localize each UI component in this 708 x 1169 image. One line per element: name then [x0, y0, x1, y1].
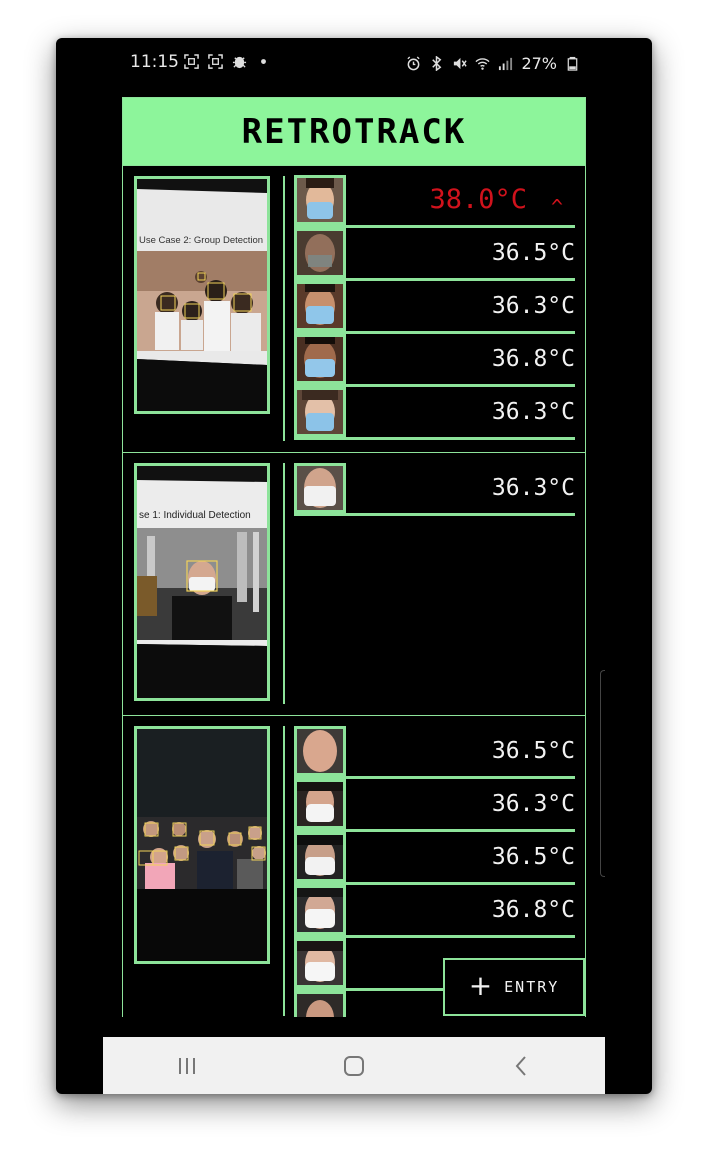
row-underline — [294, 988, 575, 991]
face-thumbnail — [294, 885, 346, 935]
snapshot-image[interactable]: Use Case 2: Group Detection — [134, 176, 270, 414]
snapshot-image[interactable] — [134, 726, 270, 964]
snapshot-image[interactable]: se 1: Individual Detection — [134, 463, 270, 701]
mute-icon — [454, 57, 468, 70]
snapshot-caption: Use Case 2: Group Detection — [139, 235, 263, 246]
row-underline — [294, 829, 575, 832]
dot-icon — [261, 59, 266, 64]
bug-icon — [232, 56, 247, 69]
row-underline — [294, 776, 575, 779]
face-thumbnail — [294, 334, 346, 384]
detection-entry[interactable]: 36.5°C 36.3°C 36.5°C — [123, 716, 585, 1017]
back-button[interactable] — [501, 1046, 541, 1086]
temperature-reading: 36.5°C — [491, 844, 575, 870]
entry-divider — [283, 463, 285, 704]
temperature-reading: 36.3°C — [491, 399, 575, 425]
detection-entry[interactable]: se 1: Individual Detection — [123, 453, 585, 716]
row-underline — [294, 882, 575, 885]
face-thumbnail — [294, 463, 346, 513]
temperature-reading: 36.8°C — [491, 346, 575, 372]
row-underline — [294, 935, 575, 938]
row-underline — [294, 278, 575, 281]
home-button[interactable] — [334, 1046, 374, 1086]
face-thumbnail — [294, 175, 346, 225]
reading-row[interactable]: 36.5°C — [294, 726, 575, 779]
temperature-reading: 36.3°C — [491, 293, 575, 319]
entry-divider — [283, 726, 285, 1016]
status-time: 11:15 — [130, 52, 179, 72]
face-thumbnail — [294, 281, 346, 331]
temperature-reading-alert: 38.0°C — [429, 184, 527, 215]
reading-row[interactable]: 36.3°C — [294, 281, 575, 334]
phone-frame: 11:15 27% RETROTRACK — [56, 38, 652, 1094]
screenshot-icon — [208, 54, 223, 69]
signal-icon — [499, 57, 513, 71]
app-title: RETROTRACK — [241, 111, 467, 152]
fever-indicator-icon: ^ — [550, 195, 563, 219]
recents-icon — [178, 1057, 195, 1074]
row-underline — [294, 384, 575, 387]
reading-row[interactable]: 36.3°C — [294, 463, 575, 516]
recents-button[interactable] — [167, 1046, 207, 1086]
reading-row[interactable]: 36.5°C — [294, 832, 575, 885]
home-icon — [343, 1055, 364, 1076]
entry-divider — [283, 176, 285, 441]
wifi-icon — [475, 58, 490, 70]
face-thumbnail — [294, 832, 346, 882]
system-nav-bar — [103, 1037, 605, 1094]
row-underline — [294, 225, 575, 228]
snapshot-caption: se 1: Individual Detection — [139, 510, 251, 521]
edge-panel-handle[interactable] — [600, 670, 605, 877]
plus-icon: + — [468, 968, 493, 1002]
temperature-reading: 36.5°C — [491, 738, 575, 764]
row-underline — [294, 513, 575, 516]
face-thumbnail — [294, 938, 346, 988]
temperature-reading: 36.3°C — [491, 475, 575, 501]
face-thumbnail — [294, 387, 346, 437]
reading-row[interactable] — [294, 991, 575, 1017]
reading-row[interactable]: 36.3°C — [294, 387, 575, 440]
reading-row[interactable]: 36.8°C — [294, 334, 575, 387]
reading-row[interactable]: 36.5°C — [294, 228, 575, 281]
add-entry-label: ENTRY — [504, 978, 560, 996]
bluetooth-icon — [432, 56, 442, 71]
detection-entry[interactable]: Use Case 2: Group Detection — [123, 166, 585, 453]
back-icon — [515, 1055, 527, 1076]
row-underline — [294, 331, 575, 334]
app-container: RETROTRACK Use Case 2: Group Detection — [122, 97, 586, 1017]
app-header: RETROTRACK — [122, 97, 586, 166]
reading-row[interactable]: 38.0°C ^ — [294, 175, 575, 228]
alarm-icon — [407, 56, 421, 71]
add-entry-button[interactable]: + ENTRY — [443, 958, 585, 1016]
temperature-reading: 36.8°C — [491, 897, 575, 923]
battery-percentage: 27% — [521, 54, 557, 73]
face-thumbnail — [294, 726, 346, 776]
entry-feed[interactable]: Use Case 2: Group Detection — [122, 166, 586, 1017]
status-bar: 11:15 27% — [56, 38, 652, 84]
battery-icon — [567, 56, 578, 71]
temperature-reading: 36.3°C — [491, 791, 575, 817]
reading-row[interactable]: 36.8°C — [294, 885, 575, 938]
reading-row[interactable]: 36.3°C — [294, 779, 575, 832]
face-thumbnail — [294, 228, 346, 278]
reading-row[interactable] — [294, 938, 575, 991]
temperature-reading: 36.5°C — [491, 240, 575, 266]
row-underline — [294, 437, 575, 440]
screenshot-icon — [184, 54, 199, 69]
face-thumbnail — [294, 779, 346, 829]
face-thumbnail — [294, 991, 346, 1017]
